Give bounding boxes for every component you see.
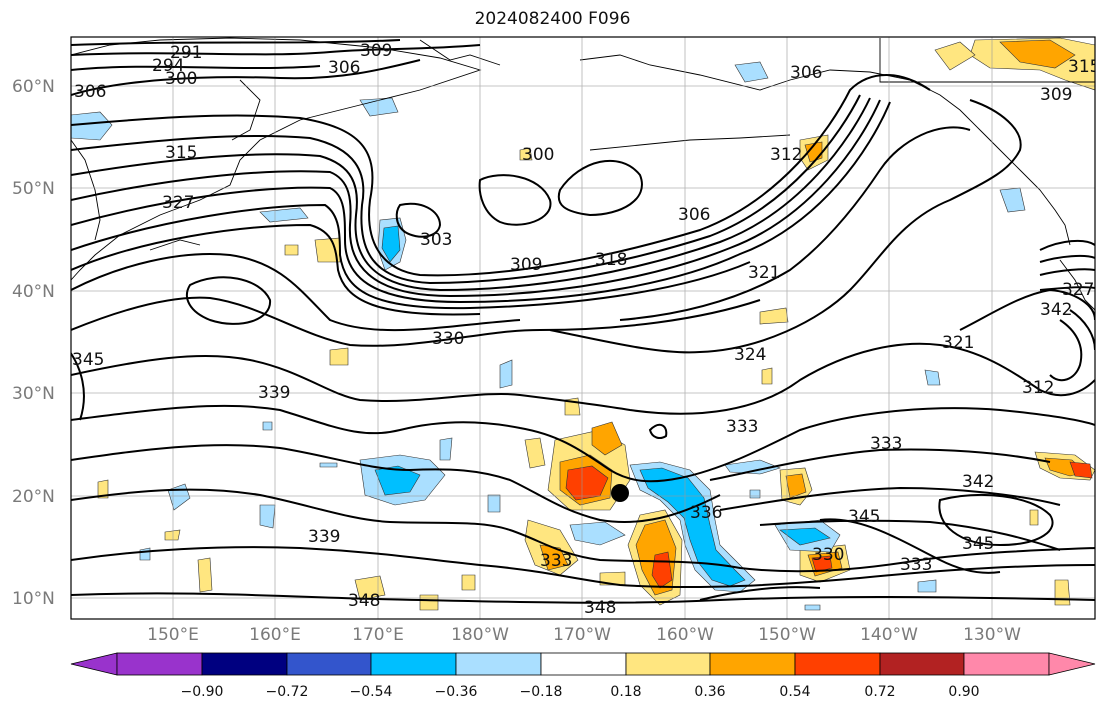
- colorbar-tick-label: 0.36: [694, 684, 726, 700]
- lon-label: 150°E: [147, 625, 199, 645]
- contour-label: 342: [1040, 300, 1072, 320]
- lat-label: 60°N: [12, 77, 55, 97]
- colorbar-segment: [625, 652, 711, 676]
- colorbar-segment: [879, 652, 965, 676]
- colorbar-tick-label: −0.72: [265, 684, 309, 700]
- contour-label-layer: 291 294 300 306 309 306 315 327 303 309 …: [72, 41, 1100, 618]
- low-center-marker: [611, 484, 629, 502]
- colorbar-tick-label: −0.90: [180, 684, 224, 700]
- contour-label: 339: [308, 527, 340, 547]
- colorbar-segment: [709, 652, 796, 676]
- lat-label: 10°N: [12, 589, 55, 609]
- contour-label: 348: [348, 591, 380, 611]
- contour-label: 306: [678, 205, 710, 225]
- contour-label: 336: [690, 503, 722, 523]
- colorbar-segment: [455, 652, 542, 676]
- plot-frame: [70, 36, 1096, 620]
- contour-label: 342: [962, 472, 994, 492]
- contour-label: 318: [595, 250, 627, 270]
- contour-label: 312: [770, 145, 802, 165]
- colorbar-segment: [70, 652, 118, 676]
- contour-label: 291: [170, 43, 202, 63]
- colorbar-segment: [963, 652, 1050, 676]
- colorbar-tick-label: −0.54: [349, 684, 393, 700]
- contour-label: 345: [848, 507, 880, 527]
- contour-label: 309: [360, 41, 392, 61]
- chart-title: 2024082400 F096: [474, 9, 631, 29]
- colorbar-segment: [116, 652, 203, 676]
- contour-label: 306: [790, 63, 822, 83]
- lat-label: 50°N: [12, 179, 55, 199]
- contour-label: 327: [1062, 280, 1094, 300]
- contour-label: 309: [1040, 85, 1072, 105]
- lon-label: 170°W: [553, 625, 611, 645]
- contour-label: 309: [510, 255, 542, 275]
- lon-label: 150°W: [758, 625, 816, 645]
- colorbar-tick-label: 0.90: [948, 684, 980, 700]
- contour-label: 333: [900, 555, 932, 575]
- contour-layer: [71, 39, 1095, 604]
- colorbar-tick-label: −0.36: [434, 684, 478, 700]
- map-plot-area: 291 294 300 306 309 306 315 327 303 309 …: [71, 37, 1100, 619]
- lon-label: 170°E: [352, 625, 404, 645]
- contour-label: 333: [870, 434, 902, 454]
- contour-label: 330: [812, 545, 844, 565]
- contour-label: 300: [522, 145, 554, 165]
- colorbar-segment: [201, 652, 288, 676]
- colorbar-segment: [286, 652, 372, 676]
- colorbar-tick-label: 0.54: [779, 684, 811, 700]
- contour-label: 321: [942, 333, 974, 353]
- contour-label: 348: [584, 598, 616, 618]
- lon-label: 130°W: [963, 625, 1021, 645]
- lat-label: 30°N: [12, 384, 55, 404]
- contour-label: 294: [152, 56, 184, 76]
- contour-label: 312: [1022, 378, 1054, 398]
- colorbar-tick-label: 0.18: [610, 684, 642, 700]
- colorbar-segment: [540, 652, 627, 676]
- contour-label: 345: [72, 350, 104, 370]
- contour-label: 345: [962, 534, 994, 554]
- contour-label: 339: [258, 383, 290, 403]
- contour-label: 303: [420, 230, 452, 250]
- contour-label: 324: [734, 345, 766, 365]
- colorbar-segment: [1048, 652, 1096, 676]
- colorbar-segment: [370, 652, 457, 676]
- contour-label: 315: [165, 143, 197, 163]
- colorbar-tick-label: −0.18: [519, 684, 563, 700]
- contour-label: 306: [328, 58, 360, 78]
- contour-label: 300: [165, 69, 197, 89]
- coastline-layer: [71, 37, 1095, 311]
- contour-label: 306: [74, 82, 106, 102]
- contour-label: 315: [1068, 57, 1100, 77]
- lon-label: 160°W: [656, 625, 714, 645]
- colorbar: [70, 652, 1096, 676]
- lon-label: 140°W: [860, 625, 918, 645]
- lat-label: 40°N: [12, 282, 55, 302]
- contour-label: 327: [162, 193, 194, 213]
- lon-label: 180°W: [451, 625, 509, 645]
- colorbar-tick-label: 0.72: [864, 684, 896, 700]
- lat-label: 20°N: [12, 487, 55, 507]
- contour-label: 321: [748, 263, 780, 283]
- lon-label: 160°E: [249, 625, 301, 645]
- colorbar-segment: [794, 652, 881, 676]
- contour-label: 333: [726, 417, 758, 437]
- contour-label: 333: [540, 551, 572, 571]
- contour-label: 330: [432, 329, 464, 349]
